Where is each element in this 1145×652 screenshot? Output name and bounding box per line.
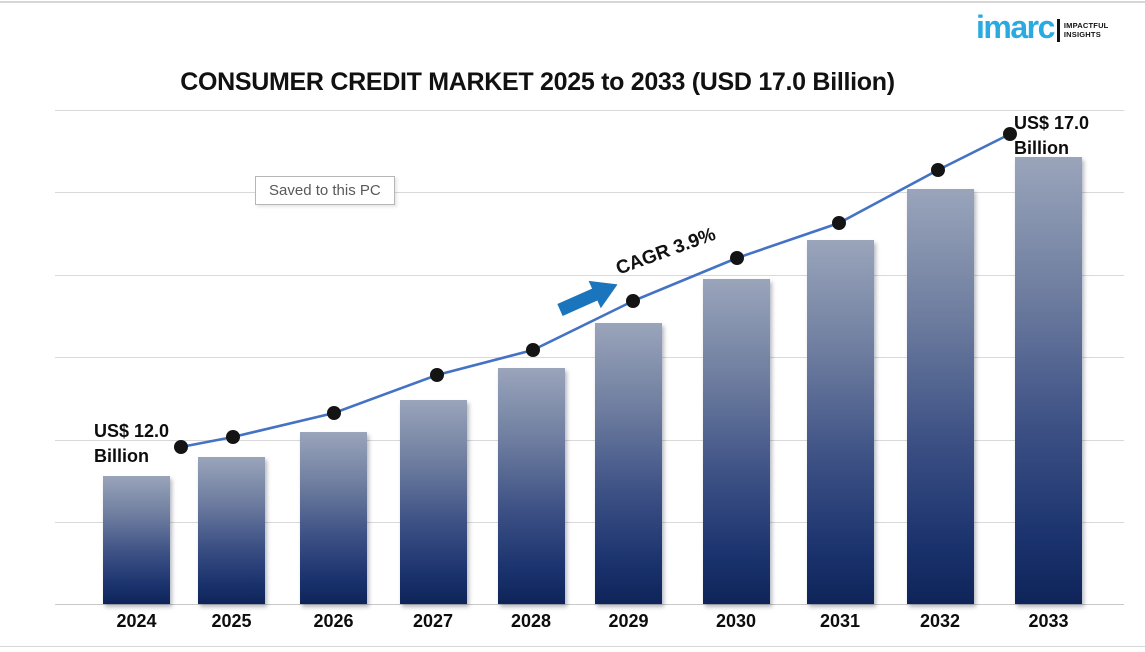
data-point-2031 <box>832 216 846 230</box>
bar-2031 <box>806 240 874 604</box>
x-axis-label-2030: 2030 <box>715 611 757 631</box>
end-value-line1: US$ 17.0 <box>1014 113 1090 133</box>
bar-2024 <box>103 476 170 604</box>
start-value-line1: US$ 12.0 <box>94 421 170 441</box>
saved-to-pc-tooltip: Saved to this PC <box>255 176 395 205</box>
x-axis-label-2028: 2028 <box>510 611 552 631</box>
bar-2028 <box>497 368 565 604</box>
x-axis-label-2025: 2025 <box>211 611 252 631</box>
data-point-2025 <box>226 430 240 444</box>
cagr-arrow-icon <box>557 280 618 316</box>
x-axis-label-2033: 2033 <box>1028 611 1069 631</box>
imarc-logo-text: imarc <box>976 9 1055 45</box>
data-point-2030 <box>730 251 744 265</box>
x-axis-line <box>55 604 1124 605</box>
chart-title: CONSUMER CREDIT MARKET 2025 to 2033 (USD… <box>180 68 895 96</box>
data-point-2027 <box>430 368 444 382</box>
gridline <box>55 110 1124 111</box>
logo-tagline-line1: IMPACTFUL <box>1063 21 1109 30</box>
start-value-label: US$ 12.0 Billion <box>94 419 169 469</box>
bottom-border <box>0 646 1145 647</box>
data-point-2029 <box>626 294 640 308</box>
logo-tagline-line2: INSIGHTS <box>1063 30 1101 39</box>
gridline <box>55 522 1124 523</box>
x-axis-label-2024: 2024 <box>116 611 157 631</box>
logo-tagline: IMPACTFUL INSIGHTS <box>1064 21 1109 39</box>
data-point-2032 <box>931 163 945 177</box>
x-axis-label-2032: 2032 <box>919 611 961 631</box>
bar-2029 <box>595 323 662 604</box>
cagr-label: CAGR 3.9% <box>613 223 719 280</box>
data-point-2028 <box>526 343 540 357</box>
imarc-logo: imarc IMPACTFUL INSIGHTS <box>976 10 1108 44</box>
logo-divider <box>1056 18 1060 42</box>
bar-2033 <box>1015 157 1082 604</box>
x-axis-label-2031: 2031 <box>819 611 861 631</box>
start-value-line2: Billion <box>94 446 149 466</box>
bar-2030 <box>702 279 770 604</box>
end-value-label: US$ 17.0 Billion <box>1014 111 1089 161</box>
bar-2025 <box>198 457 265 604</box>
x-axis-label-2029: 2029 <box>608 611 649 631</box>
top-border <box>0 1 1145 3</box>
x-axis-label-2027: 2027 <box>412 611 454 631</box>
data-point-2026 <box>327 406 341 420</box>
bar-2027 <box>399 400 467 604</box>
bar-2026 <box>300 432 367 604</box>
bar-2032 <box>906 189 974 604</box>
data-point-2024 <box>174 440 188 454</box>
end-value-line2: Billion <box>1014 138 1069 158</box>
x-axis-label-2026: 2026 <box>313 611 354 631</box>
